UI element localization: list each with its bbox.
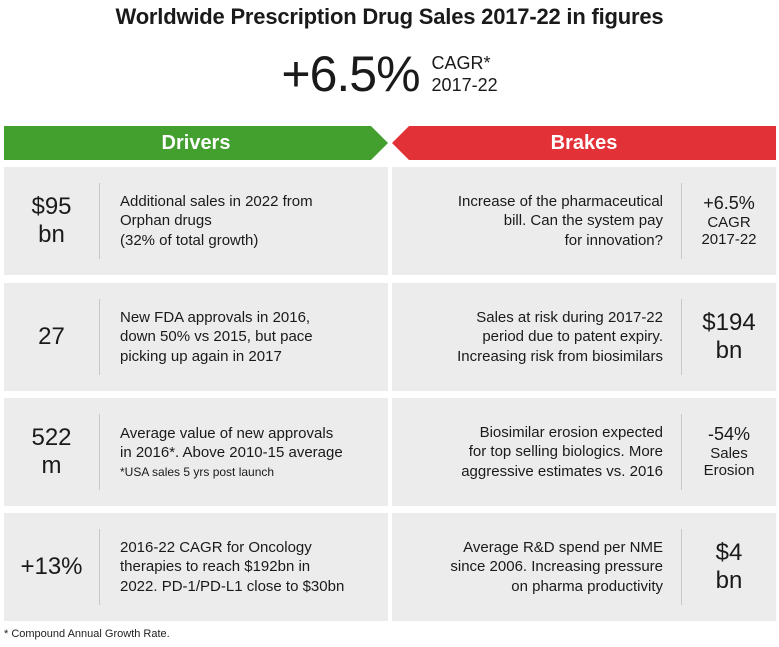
driver-stat-value: 522 [31, 424, 72, 452]
brake-line: aggressive estimates vs. 2016 [461, 462, 663, 480]
brake-stat-label: Sales [710, 445, 748, 463]
brake-stat-value: $4 [715, 539, 743, 567]
brake-description: Increase of the pharmaceutical bill. Can… [400, 167, 663, 275]
card-divider [99, 529, 100, 605]
brake-line: Sales at risk during 2017-22 [476, 308, 663, 326]
driver-description: Average value of new approvals in 2016*.… [120, 398, 382, 506]
card-divider [681, 529, 682, 605]
driver-description: 2016-22 CAGR for Oncology therapies to r… [120, 513, 382, 621]
driver-line: Additional sales in 2022 from [120, 192, 313, 210]
driver-line: New FDA approvals in 2016, [120, 308, 311, 326]
brake-card: Average R&D spend per NME since 2006. In… [392, 513, 776, 621]
brake-line: since 2006. Increasing pressure [450, 558, 663, 576]
driver-line: 2022. PD-1/PD-L1 close to $30bn [120, 577, 345, 595]
card-divider [681, 414, 682, 490]
driver-card: 522 m Average value of new approvals in … [4, 398, 388, 506]
brake-stat: $4 bn [682, 513, 776, 621]
driver-stat: 522 m [4, 398, 99, 506]
brake-stat-label: Erosion [703, 462, 755, 480]
card-divider [99, 414, 100, 490]
brake-stat: $194 bn [682, 283, 776, 391]
brake-line: for top selling biologics. More [468, 443, 663, 461]
driver-line: in 2016*. Above 2010-15 average [120, 444, 343, 462]
driver-stat-value: $95 [31, 193, 72, 221]
driver-stat: +13% [4, 513, 99, 621]
driver-stat-unit: m [41, 452, 62, 479]
headline-value: +6.5% [281, 46, 420, 102]
driver-card: +13% 2016-22 CAGR for Oncology therapies… [4, 513, 388, 621]
brake-line: Average R&D spend per NME [463, 538, 663, 556]
driver-description: New FDA approvals in 2016, down 50% vs 2… [120, 283, 382, 391]
card-divider [681, 183, 682, 259]
headline-period: 2017-22 [431, 75, 498, 95]
driver-line: picking up again in 2017 [120, 347, 282, 365]
card-divider [99, 183, 100, 259]
brake-card: Biosimilar erosion expected for top sell… [392, 398, 776, 506]
brake-stat-value: $194 [702, 309, 756, 337]
brake-line: Increasing risk from biosimilars [457, 347, 663, 365]
driver-card: $95 bn Additional sales in 2022 from Orp… [4, 167, 388, 275]
headline-label: CAGR* [431, 52, 491, 73]
brakes-label: Brakes [550, 131, 618, 154]
drivers-banner: Drivers [4, 126, 388, 160]
brake-line: bill. Can the system pay [503, 212, 663, 230]
driver-line: therapies to reach $192bn in [120, 558, 311, 576]
driver-stat: $95 bn [4, 167, 99, 275]
page-title: Worldwide Prescription Drug Sales 2017-2… [115, 4, 664, 29]
brake-line: period due to patent expiry. [482, 328, 663, 346]
drivers-label: Drivers [161, 131, 231, 154]
brake-stat: -54% Sales Erosion [682, 398, 776, 506]
card-divider [99, 299, 100, 375]
driver-line: (32% of total growth) [120, 231, 259, 249]
driver-note: *USA sales 5 yrs post launch [120, 464, 275, 479]
driver-stat-unit: bn [38, 221, 65, 248]
driver-description: Additional sales in 2022 from Orphan dru… [120, 167, 382, 275]
card-divider [681, 299, 682, 375]
brake-stat-value: -54% [707, 424, 751, 445]
driver-stat-value: 27 [38, 323, 65, 351]
brake-stat-label: 2017-22 [701, 231, 757, 249]
driver-card: 27 New FDA approvals in 2016, down 50% v… [4, 283, 388, 391]
driver-line: Orphan drugs [120, 212, 212, 230]
brake-stat-label: CAGR [707, 214, 751, 232]
brake-description: Sales at risk during 2017-22 period due … [400, 283, 663, 391]
brake-stat-value: +6.5% [703, 193, 755, 214]
brake-card: Sales at risk during 2017-22 period due … [392, 283, 776, 391]
driver-line: 2016-22 CAGR for Oncology [120, 538, 312, 556]
brake-description: Average R&D spend per NME since 2006. In… [400, 513, 663, 621]
driver-line: down 50% vs 2015, but pace [120, 328, 313, 346]
driver-stat: 27 [4, 283, 99, 391]
brakes-banner: Brakes [392, 126, 776, 160]
footnote: * Compound Annual Growth Rate. [4, 628, 170, 640]
brake-line: for innovation? [564, 231, 663, 249]
brake-line: Increase of the pharmaceutical [457, 192, 663, 210]
brake-stat-unit: bn [715, 567, 743, 594]
brake-stat: +6.5% CAGR 2017-22 [682, 167, 776, 275]
brake-line: Biosimilar erosion expected [479, 423, 663, 441]
headline-cagr: +6.5% CAGR* 2017-22 [0, 44, 779, 104]
driver-line: Average value of new approvals [120, 424, 334, 442]
brake-line: on pharma productivity [511, 577, 663, 595]
brake-description: Biosimilar erosion expected for top sell… [400, 398, 663, 506]
brake-stat-unit: bn [715, 337, 743, 364]
driver-stat-value: +13% [20, 553, 83, 581]
brake-card: Increase of the pharmaceutical bill. Can… [392, 167, 776, 275]
headline-caption: CAGR* 2017-22 [432, 52, 498, 97]
